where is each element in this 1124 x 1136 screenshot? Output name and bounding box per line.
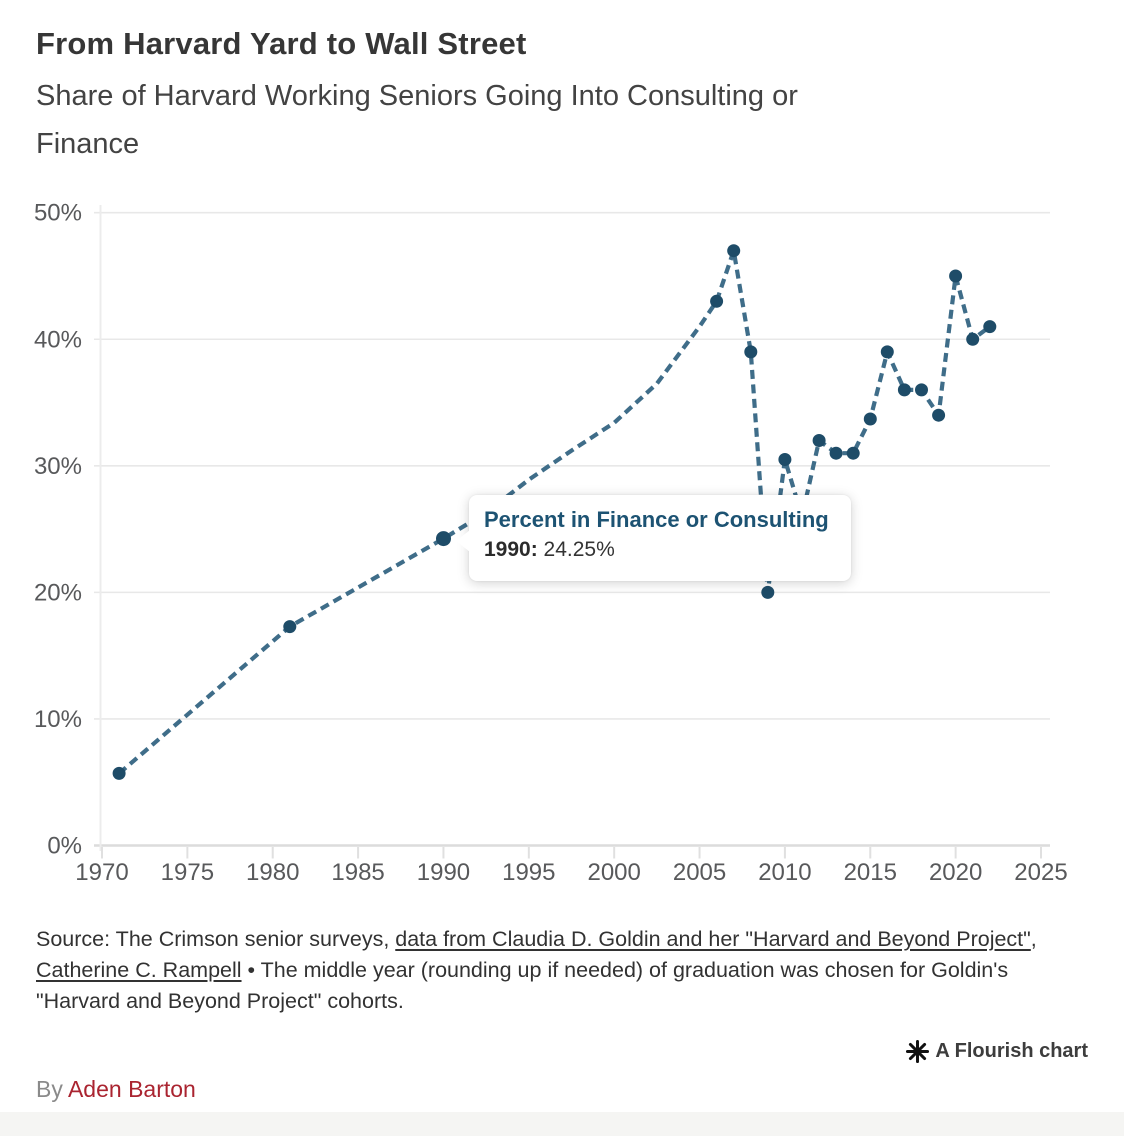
- y-axis-label-50pct: 50%: [34, 200, 82, 227]
- x-axis-label-2000: 2000: [587, 859, 640, 886]
- datapoint-tooltip: Percent in Finance or Consulting 1990: 2…: [456, 495, 851, 581]
- y-axis-label-0pct: 0%: [47, 833, 82, 860]
- x-axis-label-1980: 1980: [246, 859, 299, 886]
- data-point-2021[interactable]: [966, 332, 980, 346]
- data-point-2019[interactable]: [932, 408, 946, 422]
- tooltip-value-row: 1990: 24.25%: [484, 538, 835, 562]
- y-axis-label-10pct: 10%: [34, 706, 82, 733]
- x-axis-label-1990: 1990: [417, 859, 470, 886]
- tooltip-series-title: Percent in Finance or Consulting: [484, 507, 829, 532]
- data-point-2015[interactable]: [863, 412, 877, 426]
- byline: By Aden Barton: [36, 1076, 196, 1103]
- x-axis-label-1995: 1995: [502, 859, 555, 886]
- tooltip-beak: [456, 530, 470, 552]
- chart-subtitle-line1: Share of Harvard Working Seniors Going I…: [36, 80, 798, 112]
- source-link-goldin[interactable]: data from Claudia D. Goldin and her "Har…: [395, 927, 1031, 951]
- chart-subtitle-line2: Finance: [36, 128, 140, 160]
- x-axis-label-2015: 2015: [844, 859, 897, 886]
- data-point-1971[interactable]: [112, 766, 126, 780]
- data-point-2020[interactable]: [949, 269, 963, 283]
- chart-subtitle: Share of Harvard Working Seniors Going I…: [36, 72, 798, 168]
- x-axis-label-1970: 1970: [75, 859, 128, 886]
- data-line-percent-in-finance-or-consulting[interactable]: [117, 248, 992, 775]
- data-point-2013[interactable]: [829, 446, 843, 460]
- data-point-1990[interactable]: [436, 531, 451, 547]
- y-axis-label-40pct: 40%: [34, 326, 82, 353]
- byline-prefix: By: [36, 1076, 68, 1102]
- x-axis-label-1975: 1975: [161, 859, 214, 886]
- x-axis-label-1985: 1985: [331, 859, 384, 886]
- data-point-2014[interactable]: [846, 446, 860, 460]
- x-axis-label-2020: 2020: [929, 859, 982, 886]
- x-axis-label-2025: 2025: [1014, 859, 1067, 886]
- source-note: Source: The Crimson senior surveys, data…: [36, 924, 1078, 1017]
- x-axis-label-2005: 2005: [673, 859, 726, 886]
- tooltip-year: 1990:: [484, 538, 538, 561]
- tooltip-value: 24.25%: [537, 538, 615, 561]
- source-separator: ,: [1030, 927, 1037, 951]
- author-link[interactable]: Aden Barton: [67, 1076, 196, 1102]
- flourish-attribution[interactable]: A Flourish chart: [906, 1040, 1088, 1063]
- data-point-2007[interactable]: [727, 244, 741, 258]
- y-axis-label-30pct: 30%: [34, 453, 82, 480]
- data-point-2008[interactable]: [744, 345, 758, 359]
- data-point-1981[interactable]: [283, 620, 297, 634]
- flourish-asterisk-icon: [906, 1040, 930, 1063]
- chart-title: From Harvard Yard to Wall Street: [36, 26, 527, 61]
- y-axis-label-20pct: 20%: [34, 579, 82, 606]
- data-point-2006[interactable]: [710, 294, 724, 308]
- data-point-2022[interactable]: [983, 320, 997, 334]
- data-point-2018[interactable]: [915, 383, 928, 397]
- data-point-2012[interactable]: [812, 434, 826, 447]
- data-point-2017[interactable]: [897, 383, 911, 397]
- data-point-2009[interactable]: [761, 585, 775, 599]
- flourish-attribution-label: A Flourish chart: [935, 1040, 1088, 1062]
- source-prefix: Source: The Crimson senior surveys,: [36, 927, 396, 951]
- x-axis-label-2010: 2010: [758, 859, 811, 886]
- source-link-rampell[interactable]: Catherine C. Rampell: [36, 958, 242, 982]
- data-point-2010[interactable]: [778, 453, 792, 466]
- data-point-2016[interactable]: [880, 345, 894, 359]
- source-suffix: • The middle year (rounding up if needed…: [36, 958, 1009, 1013]
- footer-divider-strip: [0, 1112, 1124, 1136]
